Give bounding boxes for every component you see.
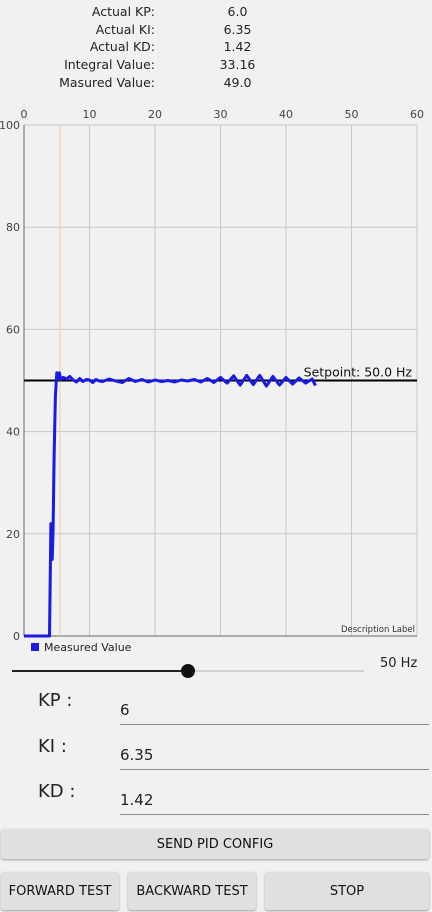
frequency-slider[interactable] [12, 661, 364, 681]
stat-row-ki: Actual KI: 6.35 [0, 22, 432, 40]
setpoint-label: Setpoint: 50.0 Hz [304, 365, 413, 380]
y-tick-label: 0 [13, 630, 20, 643]
y-tick-label: 40 [6, 426, 20, 439]
chart-tick-labels: 0 10 20 30 40 50 60 100 80 60 40 20 0 [0, 108, 424, 643]
y-tick-label: 20 [6, 528, 20, 541]
stat-value: 1.42 [223, 39, 252, 54]
x-tick-label: 10 [83, 108, 97, 121]
stat-row-kd: Actual KD: 1.42 [0, 39, 432, 57]
stop-button[interactable]: STOP [265, 872, 429, 910]
stat-row-integral: Integral Value: 33.16 [0, 57, 432, 75]
x-tick-label: 30 [214, 108, 228, 121]
stat-row-measured: Masured Value: 49.0 [0, 75, 432, 93]
kp-label: KP : [38, 690, 73, 711]
backward-test-button[interactable]: BACKWARD TEST [128, 872, 256, 910]
y-tick-label: 100 [0, 119, 20, 132]
x-tick-label: 0 [21, 108, 28, 121]
kd-input[interactable] [120, 786, 429, 815]
stat-label: Actual KP: [91, 4, 155, 19]
kd-label: KD : [38, 781, 76, 802]
forward-test-button[interactable]: FORWARD TEST [1, 872, 119, 910]
y-tick-label: 80 [6, 221, 20, 234]
slider-value-readout: 50 Hz [380, 656, 418, 671]
legend-swatch [31, 643, 39, 651]
slider-thumb[interactable] [181, 664, 195, 678]
stat-label: Actual KI: [95, 21, 155, 37]
x-tick-label: 40 [279, 108, 293, 121]
x-tick-label: 60 [410, 108, 424, 121]
ki-input[interactable] [120, 741, 429, 770]
legend-label: Measured Value [44, 641, 132, 654]
chart-description-label: Description Label [341, 625, 415, 635]
stat-row-kp: Actual KP: 6.0 [0, 4, 432, 22]
kp-input[interactable] [120, 696, 429, 725]
stat-value: 49.0 [223, 75, 252, 90]
y-tick-label: 60 [6, 323, 20, 336]
stat-label: Integral Value: [64, 57, 155, 72]
stat-value: 6.0 [227, 4, 248, 19]
stat-value: 33.16 [219, 57, 256, 72]
measured-value-series-line [24, 371, 317, 638]
x-tick-label: 50 [345, 108, 359, 121]
stat-value: 6.35 [223, 21, 252, 37]
send-pid-config-button[interactable]: SEND PID CONFIG [1, 829, 429, 859]
line-chart[interactable]: 0 10 20 30 40 50 60 100 80 60 40 20 0 Setpoint: 50.0… [0, 104, 432, 658]
stat-label: Masured Value: [59, 75, 155, 90]
slider-fill [12, 670, 188, 672]
stat-label: Actual KD: [89, 39, 155, 54]
x-tick-label: 20 [148, 108, 162, 121]
ki-label: KI : [38, 736, 67, 757]
